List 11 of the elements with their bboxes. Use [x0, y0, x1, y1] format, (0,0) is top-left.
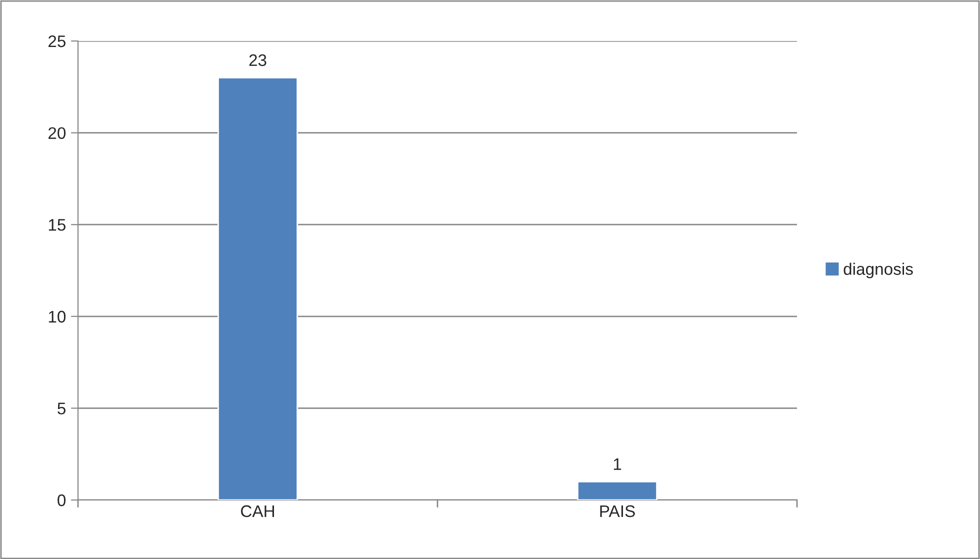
data-label: 1 [614, 458, 622, 470]
y-tick-label: 15 [48, 219, 66, 231]
y-tick-label: 0 [58, 494, 66, 506]
y-tick-label: 20 [48, 127, 66, 140]
x-tick-label: CAH [241, 505, 274, 518]
y-tick-label: 5 [58, 402, 66, 414]
y-tick-label: 10 [48, 310, 66, 323]
data-label: 23 [249, 54, 266, 66]
y-tick-label: 25 [48, 35, 66, 48]
legend-label: diagnosis [844, 262, 913, 278]
x-tick-label: PAIS [600, 505, 635, 518]
